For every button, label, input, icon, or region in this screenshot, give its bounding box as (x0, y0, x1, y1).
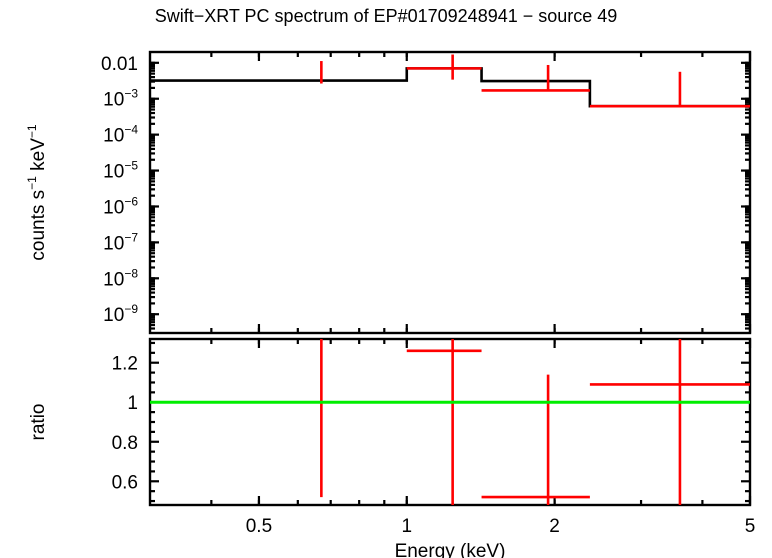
y-tick-label: 0.6 (112, 472, 138, 493)
ratio-y-axis-title: ratio (28, 404, 49, 441)
plot-title: Swift−XRT PC spectrum of EP#01709248941 … (155, 6, 618, 26)
x-tick-label: 1 (401, 516, 412, 537)
spectrum-data-point (406, 54, 482, 80)
y-tick-label: 0.01 (101, 54, 138, 75)
x-tick-label: 0.5 (246, 516, 272, 537)
model-step-curve (150, 67, 750, 108)
ratio-data-point (589, 339, 750, 505)
x-axis-title: Energy (keV) (395, 541, 506, 558)
y-tick-label: 10−7 (103, 230, 138, 254)
y-tick-label: 0.8 (112, 433, 138, 454)
y-tick-label: 1 (127, 393, 138, 414)
spectrum-y-axis-title: counts s−1 keV−1 (25, 124, 49, 260)
spectrum-data-point (481, 64, 590, 92)
axis-titles: counts s−1 keV−1 ratio Energy (keV) (25, 124, 505, 558)
spectrum-panel-frame (148, 50, 752, 335)
ratio-data-point (481, 374, 590, 505)
y-tick-label: 10−6 (103, 194, 138, 218)
x-tick-label: 5 (745, 516, 756, 537)
ratio-panel: 1.2 1 0.8 0.6 0.5 1 2 5 (112, 337, 756, 537)
x-tick-label: 2 (549, 516, 560, 537)
ratio-data-point (406, 339, 482, 505)
y-tick-label: 10−5 (103, 159, 138, 183)
y-tick-label: 10−4 (103, 123, 138, 147)
y-tick-label: 10−8 (103, 266, 138, 290)
spectrum-data-point (589, 71, 750, 108)
y-tick-label: 1.2 (112, 354, 138, 375)
spectrum-panel: 0.01 10−3 10−4 10−5 10−6 10−7 10−8 10−9 (101, 50, 752, 335)
y-tick-label: 10−3 (103, 87, 138, 111)
y-tick-label: 10−9 (103, 302, 138, 326)
